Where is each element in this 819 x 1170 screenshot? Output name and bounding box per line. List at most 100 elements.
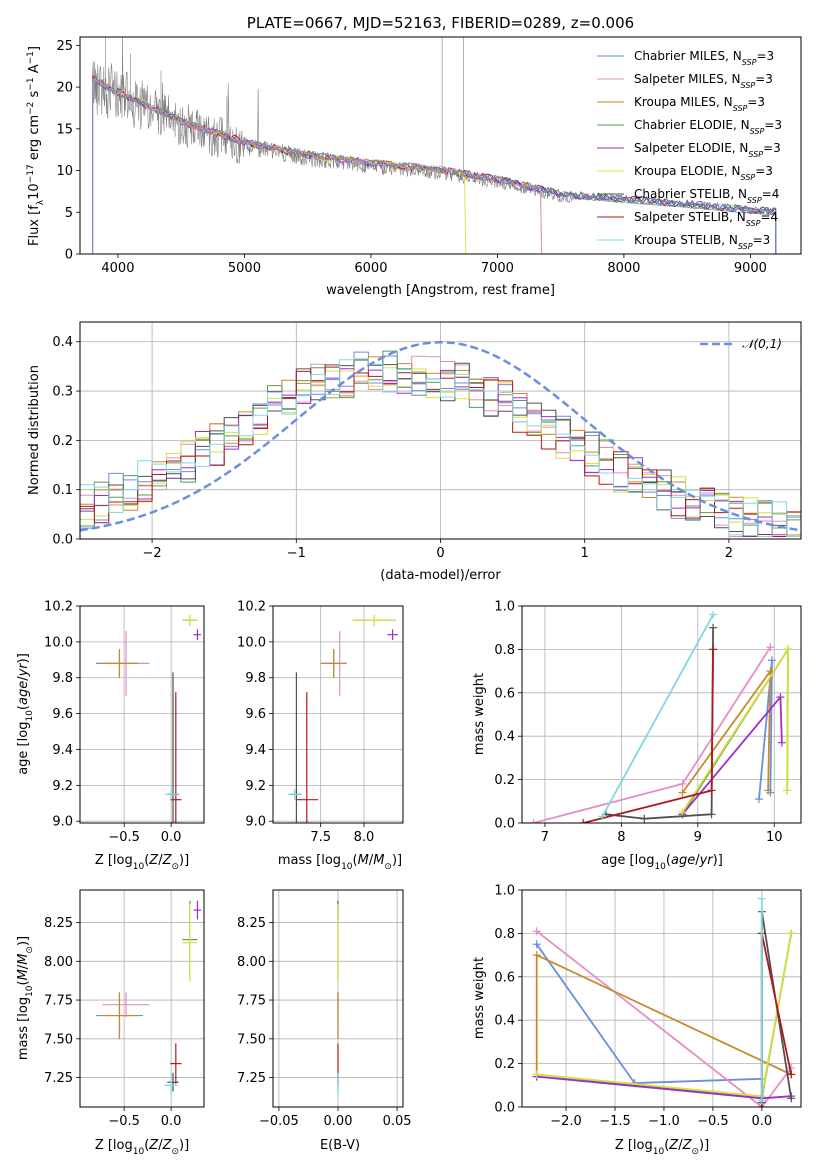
weight-marker (532, 940, 541, 949)
weight-marker (784, 645, 793, 654)
y-tick-label: 7.50 (44, 1032, 73, 1047)
grid (80, 605, 204, 823)
x-tick-label: 5000 (228, 261, 261, 276)
y-tick-label: 0.0 (494, 1101, 515, 1116)
errorbar-point-3 (100, 649, 139, 678)
weight-series-6 (678, 645, 793, 817)
grid (273, 605, 403, 823)
observed-spectrum (92, 37, 776, 216)
weight-marker (757, 1096, 766, 1105)
plot-area (95, 900, 202, 1098)
axes-frame (79, 36, 802, 255)
legend-label: Chabrier MILES, NSSP=3 (634, 49, 774, 67)
weight-series-1 (532, 940, 766, 1088)
weight-marker (787, 1094, 796, 1103)
legend-label: Kroupa STELIB, NSSP=3 (634, 233, 770, 251)
x-tick-label: −0.5 (697, 1114, 729, 1129)
errorbar-point-2 (102, 992, 150, 1018)
errorbar-point-3 (320, 649, 347, 678)
weight-line (535, 943, 762, 1085)
y-tick-label: 15 (56, 122, 73, 137)
x-tick-label: 1 (581, 546, 589, 561)
x-tick-label: 0.0 (161, 1114, 182, 1129)
errorbar-point-7 (167, 1072, 179, 1092)
weight-marker (709, 645, 718, 654)
legend-label: Salpeter STELIB, NSSP=4 (634, 210, 778, 228)
y-tick-label: 0.4 (494, 1014, 515, 1029)
y-tick-label: 25 (56, 39, 73, 54)
x-tick-label: −2.0 (550, 1114, 582, 1129)
y-tick-label: 9.0 (52, 815, 73, 830)
y-tick-label: 7.75 (44, 994, 73, 1009)
x-tick-label: 7.5 (310, 830, 331, 845)
weight-marker (598, 812, 607, 821)
y-tick-label: 8.25 (44, 916, 73, 931)
errorbar-point-5 (387, 629, 398, 641)
y-tick-label: 0 (65, 248, 73, 263)
y-tick-label: 9.2 (245, 779, 266, 794)
errorbar-point-8 (170, 1043, 182, 1084)
errorbar-point-8 (295, 692, 319, 823)
y-tick-label: 7.75 (237, 994, 266, 1009)
x-tick-label: 9 (694, 830, 702, 845)
y-tick-label: 1.0 (494, 884, 515, 899)
y-tick-label: 0.4 (52, 335, 73, 350)
panel-mass-Z: −0.5 0.0 7.25 7.50 7.75 8.00 8.25 Z [log10(Z/Z⊙… (16, 889, 205, 1157)
legend-label: Chabrier STELIB, NSSP=4 (634, 187, 779, 205)
weight-marker (787, 1070, 796, 1079)
weight-marker (579, 819, 588, 823)
x-tick-label: 2 (725, 546, 733, 561)
y-axis-label: Flux [fλ10−17 erg cm−2 s−1 A−1] (26, 46, 46, 246)
weight-marker (777, 738, 786, 747)
y-tick-label: 9.4 (245, 743, 266, 758)
weight-series-2 (529, 643, 775, 823)
x-tick-label: −0.05 (259, 1114, 299, 1129)
x-tick-label: 8 (617, 830, 625, 845)
x-axis-label: (data-model)/error (380, 568, 501, 583)
residual-histogram-9 (80, 358, 801, 539)
x-axis-label: E(B-V) (320, 1138, 360, 1153)
x-tick-label: −0.5 (108, 830, 140, 845)
weight-marker (767, 656, 776, 665)
x-tick-label: −2 (143, 546, 162, 561)
y-tick-label: 9.8 (52, 671, 73, 686)
y-tick-label: 0.2 (494, 1057, 515, 1072)
weight-line (681, 646, 789, 813)
y-tick-label: 9.2 (52, 779, 73, 794)
y-tick-label: 7.50 (237, 1032, 266, 1047)
weight-marker (764, 786, 773, 795)
y-axis-label: age [log10(age/yr)] (16, 653, 35, 775)
y-tick-label: 9.4 (52, 743, 73, 758)
x-axis-label: Z [log10(Z/Z⊙)] (95, 1138, 189, 1157)
weight-marker (776, 693, 785, 702)
errorbar-point-6 (352, 614, 397, 626)
y-axis-label: mass [log10(M/M⊙)] (16, 936, 35, 1060)
weight-marker (709, 623, 718, 632)
x-tick-label: 0.0 (161, 830, 182, 845)
plot-area (287, 614, 398, 823)
errorbar-point-5 (193, 900, 202, 920)
x-tick-label: 0.0 (751, 1114, 772, 1129)
axes-frame (79, 889, 205, 1108)
grid (80, 890, 204, 1107)
x-tick-label: −1 (287, 546, 306, 561)
plot-area (95, 614, 202, 823)
axes-frame (272, 605, 404, 824)
legend-label: Chabrier ELODIE, NSSP=3 (634, 118, 782, 136)
y-tick-label: 10 (56, 164, 73, 179)
axes-frame (521, 605, 802, 824)
weight-marker (678, 779, 687, 788)
weight-marker (707, 810, 716, 819)
weight-series-8 (579, 645, 718, 823)
y-tick-label: 10.0 (237, 635, 266, 650)
errorbar-point-6 (182, 903, 198, 982)
x-tick-label: −0.5 (108, 1114, 140, 1129)
x-tick-label: 6000 (354, 261, 387, 276)
y-tick-label: 0.2 (52, 434, 73, 449)
weight-line (681, 668, 772, 794)
errorbar-point-5 (193, 629, 202, 641)
y-tick-label: 0.0 (52, 533, 73, 548)
weight-series-3 (678, 667, 775, 797)
weight-marker (709, 610, 718, 619)
